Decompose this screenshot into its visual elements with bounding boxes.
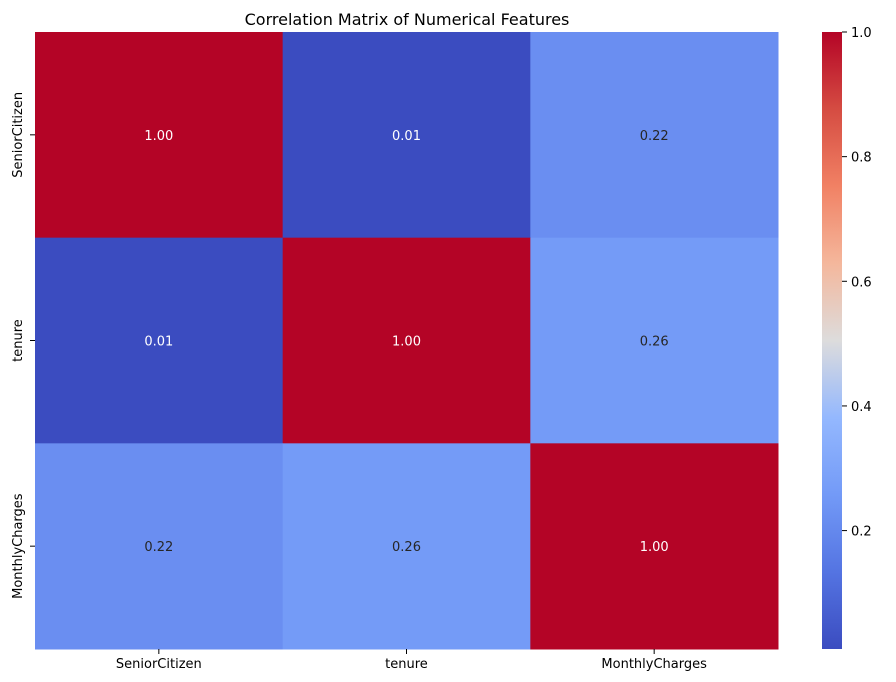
x-tick-label: tenure [385, 657, 428, 672]
x-tick-label: MonthlyCharges [601, 657, 707, 672]
heatmap-cell [282, 32, 531, 239]
colorbar-tick-label: 1.0 [851, 26, 872, 41]
heatmap-cell [530, 443, 779, 650]
heatmap-cell [35, 443, 284, 650]
colorbar-tick-label: 0.2 [851, 525, 872, 540]
cell-annotation: 0.01 [144, 335, 173, 350]
heatmap-cell [35, 237, 284, 444]
colorbar-tick-label: 0.4 [851, 400, 872, 415]
cell-annotation: 0.22 [640, 129, 669, 144]
colorbar [822, 32, 842, 649]
y-tick-label: MonthlyCharges [11, 493, 26, 599]
cell-annotation: 0.22 [144, 540, 173, 555]
heatmap-cell [530, 237, 779, 444]
cell-annotation: 1.00 [392, 335, 421, 350]
cell-annotation: 0.01 [392, 129, 421, 144]
cell-annotation: 1.00 [144, 129, 173, 144]
heatmap-cell [282, 443, 531, 650]
cell-annotation: 0.26 [392, 540, 421, 555]
heatmap-cell [35, 32, 284, 239]
colorbar-tick-label: 0.8 [851, 151, 872, 166]
y-tick-label: tenure [11, 319, 26, 362]
chart-title: Correlation Matrix of Numerical Features [245, 10, 570, 29]
cell-annotation: 1.00 [640, 540, 669, 555]
colorbar-tick-label: 0.6 [851, 275, 872, 290]
heatmap-cell [530, 32, 779, 239]
cell-annotation: 0.26 [640, 335, 669, 350]
x-tick-label: SeniorCitizen [116, 657, 202, 672]
heatmap-cell [282, 237, 531, 444]
y-tick-label: SeniorCitizen [11, 92, 26, 178]
